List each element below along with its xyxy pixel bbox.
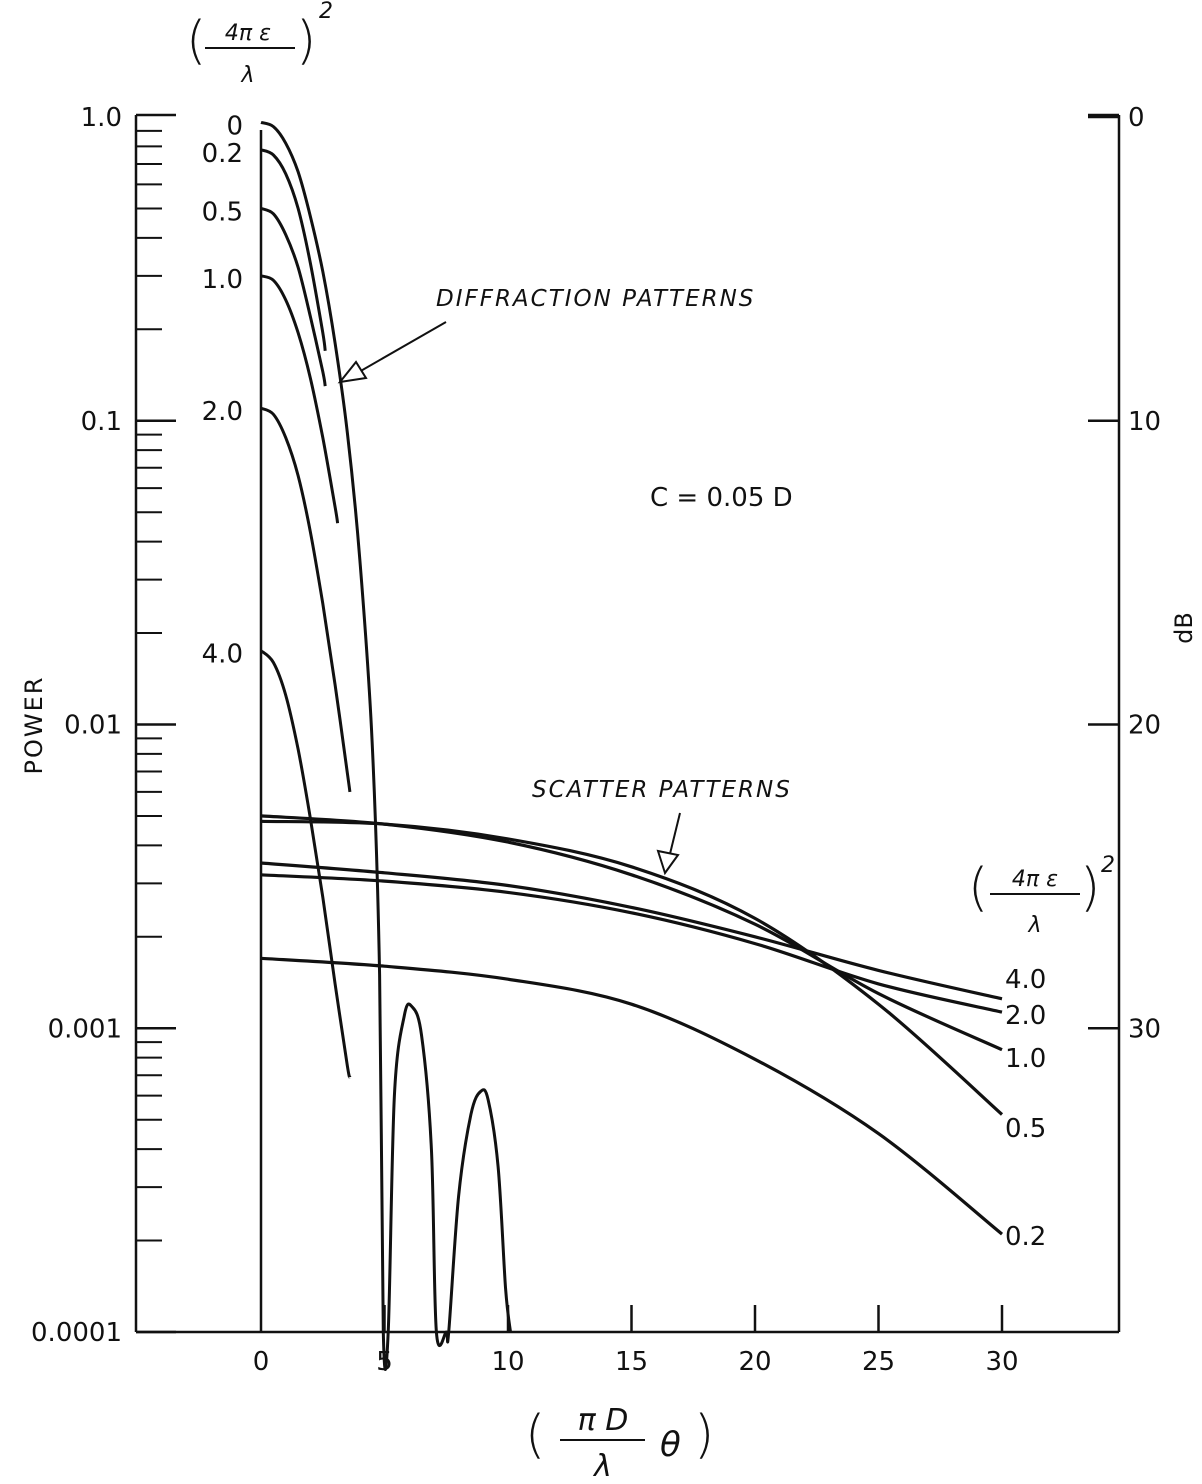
scatter-curve	[260, 956, 1004, 1236]
legend-header-right-close: )	[1080, 858, 1100, 918]
diffraction-curve	[260, 206, 327, 387]
diffraction-curve	[260, 120, 512, 1371]
y-tick-label: 0.001	[48, 1014, 122, 1044]
arrow-diffraction-head	[337, 360, 368, 384]
scatter-curve-label: 2.0	[1005, 1001, 1046, 1031]
legend-header-top-num: 4π ε	[225, 21, 271, 46]
legend-header-right-den: λ	[1027, 913, 1041, 938]
diffraction-curve	[260, 406, 352, 793]
legend-header-right: ( 4π ε λ ) 2	[968, 853, 1115, 938]
x-axis-title-var: θ	[660, 1425, 681, 1465]
x-tick-label: 20	[738, 1347, 771, 1377]
x-tick-label: 10	[491, 1347, 524, 1377]
scatter-curve-label: 4.0	[1005, 965, 1046, 995]
legend-header-top-close: )	[296, 11, 316, 71]
annotation-c-eq: C = 0.05 D	[650, 483, 793, 513]
diffraction-curve-label: 0.5	[202, 197, 243, 227]
legend-header-top-exp: 2	[319, 0, 333, 24]
y2-tick-label: 10	[1128, 407, 1161, 437]
scatter-curve-label: 0.2	[1005, 1222, 1046, 1252]
scatter-curve	[260, 819, 1004, 1116]
diffraction-curve	[260, 274, 340, 524]
arrow-diffraction-shaft	[351, 321, 447, 377]
annotation-scatter: SCATTER PATTERNS	[532, 777, 792, 803]
legend-header-right-open: (	[968, 858, 988, 918]
x-tick-label: 25	[862, 1347, 895, 1377]
x-ticks: 0 5 10 15 20 25 30	[253, 1305, 1019, 1377]
diffraction-curve	[260, 148, 327, 351]
y2-axis-title: dB	[1170, 612, 1198, 644]
x-tick-label: 0	[253, 1347, 270, 1377]
x-axis-title-open: (	[525, 1405, 545, 1465]
legend-header-top-open: (	[186, 11, 206, 71]
y-axis-title: POWER	[20, 676, 48, 775]
x-tick-label: 30	[985, 1347, 1018, 1377]
curves	[259, 120, 1004, 1371]
diffraction-curve-label: 0	[226, 111, 243, 141]
series-labels: 00.20.51.02.04.04.02.01.00.50.2	[202, 111, 1047, 1252]
y-tick-label: 0.1	[81, 407, 122, 437]
diffraction-curve-label: 4.0	[202, 640, 243, 670]
x-axis-title-num: π D	[578, 1403, 629, 1438]
scatter-curve-label: 0.5	[1005, 1114, 1046, 1144]
y-ticks: 1.0 0.1 0.01 0.001 0.0001	[31, 103, 176, 1348]
y-tick-label: 0.0001	[31, 1318, 122, 1348]
diffraction-curve-label: 1.0	[202, 265, 243, 295]
legend-header-right-num: 4π ε	[1012, 867, 1058, 892]
y2-tick-label: 0	[1128, 103, 1145, 133]
x-axis-title: ( π D λ θ )	[525, 1403, 714, 1484]
x-axis-title-den: λ	[592, 1449, 612, 1484]
x-tick-label: 15	[615, 1347, 648, 1377]
arrow-scatter-head	[656, 849, 680, 876]
y2-tick-label: 30	[1128, 1014, 1161, 1044]
diffraction-curve-label: 0.2	[202, 139, 243, 169]
y-tick-label: 1.0	[81, 103, 122, 133]
legend-header-right-exp: 2	[1101, 853, 1115, 878]
y2-tick-label: 20	[1128, 711, 1161, 741]
scatter-curve	[260, 861, 1003, 1001]
scatter-curve	[260, 873, 1003, 1014]
legend-header-top-den: λ	[240, 63, 254, 88]
annotation-diffraction: DIFFRACTION PATTERNS	[436, 286, 755, 312]
diffraction-curve	[259, 649, 352, 1079]
y2-ticks: 0 10 20 30	[1088, 103, 1161, 1044]
scatter-curve-label: 1.0	[1005, 1044, 1046, 1074]
legend-header-top: ( 4π ε λ ) 2	[186, 0, 333, 88]
x-axis-title-close: )	[694, 1405, 714, 1465]
y-tick-label: 0.01	[64, 711, 122, 741]
diffraction-curve-label: 2.0	[202, 397, 243, 427]
